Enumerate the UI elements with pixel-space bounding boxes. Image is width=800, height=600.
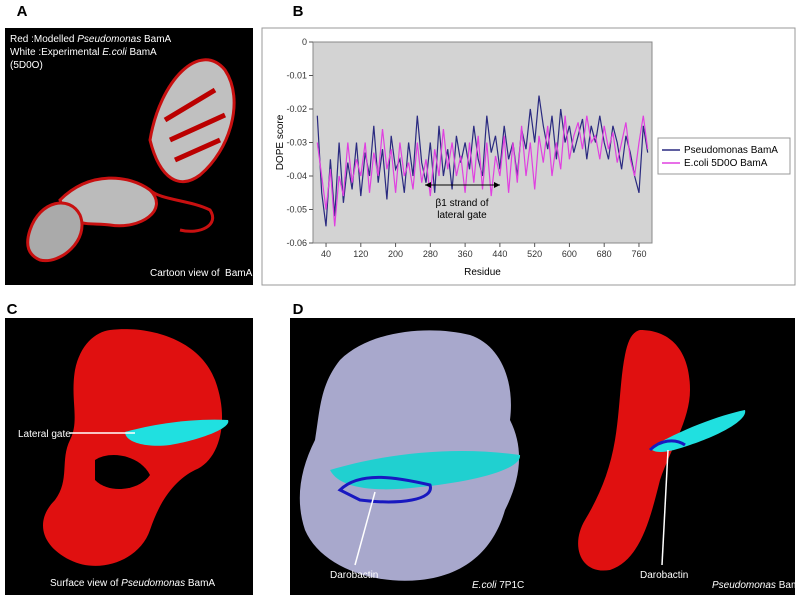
caption: (5D0O) bbox=[10, 60, 43, 71]
panel-letter: A bbox=[17, 3, 28, 20]
y-tick-label: -0.06 bbox=[286, 238, 307, 248]
x-tick-label: 360 bbox=[458, 249, 473, 259]
x-tick-label: 600 bbox=[562, 249, 577, 259]
legend-box bbox=[657, 137, 791, 175]
panel-letter: B bbox=[293, 3, 304, 20]
y-tick-label: -0.02 bbox=[286, 104, 307, 114]
surface-structure bbox=[299, 330, 746, 581]
caption: Red :Modelled Pseudomonas BamA bbox=[10, 34, 172, 45]
x-tick-label: 440 bbox=[492, 249, 507, 259]
caption: Surface view of Pseudomonas BamA bbox=[50, 578, 215, 589]
y-tick-label: -0.04 bbox=[286, 171, 307, 181]
series-line bbox=[316, 115, 649, 227]
x-tick-label: 760 bbox=[631, 249, 646, 259]
y-axis-label: DOPE score bbox=[275, 114, 286, 170]
x-axis-label: Residue bbox=[464, 267, 501, 278]
x-tick-label: 280 bbox=[423, 249, 438, 259]
caption: E.coli 7P1C bbox=[472, 580, 524, 591]
series-line bbox=[316, 95, 649, 227]
y-tick-label: -0.05 bbox=[286, 205, 307, 215]
x-tick-label: 120 bbox=[353, 249, 368, 259]
panel-letter: C bbox=[7, 301, 18, 318]
y-tick-label: -0.01 bbox=[286, 71, 307, 81]
callout-label: Darobactin bbox=[640, 570, 688, 581]
x-tick-label: 680 bbox=[597, 249, 612, 259]
y-tick-label: 0 bbox=[302, 37, 307, 47]
pointer-line bbox=[354, 491, 376, 566]
caption: Pseudomonas BamA bbox=[712, 580, 800, 591]
x-tick-label: 40 bbox=[321, 249, 331, 259]
pointer-line bbox=[661, 449, 669, 566]
callout-label: Darobactin bbox=[330, 570, 378, 581]
callout-label: Lateral gate bbox=[18, 429, 71, 440]
annotation: lateral gate bbox=[437, 210, 487, 221]
caption: Cartoon view of BamA bbox=[150, 268, 253, 279]
cartoon-structure bbox=[26, 58, 236, 263]
chart: 0 -0.01 -0.02 -0.03 -0.04 -0.05 -0.06 40 120 200 2… bbox=[275, 37, 791, 278]
y-tick-label: -0.03 bbox=[286, 138, 307, 148]
legend-label: E.coli 5D0O BamA bbox=[684, 158, 768, 169]
surface-structure bbox=[43, 329, 229, 566]
legend-label: Pseudomonas BamA bbox=[684, 145, 778, 156]
annotation: β1 strand of bbox=[435, 198, 488, 209]
x-tick-label: 520 bbox=[527, 249, 542, 259]
x-tick-label: 200 bbox=[388, 249, 403, 259]
panel-letter: D bbox=[293, 301, 304, 318]
caption: White :Experimental E.coli BamA bbox=[10, 47, 157, 58]
